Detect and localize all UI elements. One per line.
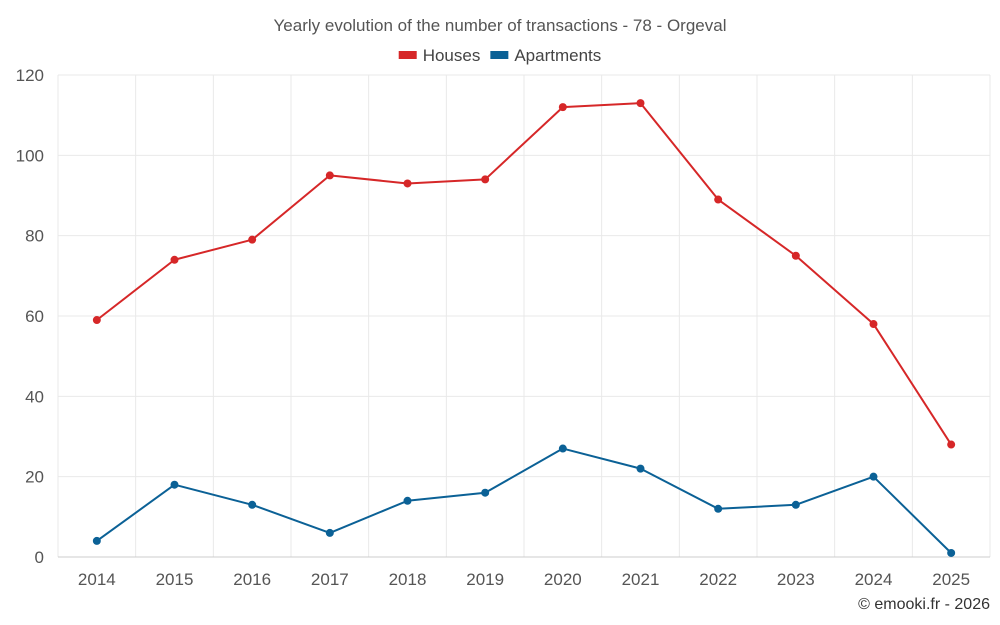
series-layer	[92, 99, 956, 557]
x-tick-label: 2016	[233, 570, 271, 589]
x-tick-label: 2022	[699, 570, 737, 589]
chart-title: Yearly evolution of the number of transa…	[274, 16, 727, 35]
data-point-apartments	[791, 500, 800, 509]
data-point-houses	[248, 235, 257, 244]
y-tick-label: 80	[25, 227, 44, 246]
x-tick-label: 2024	[855, 570, 893, 589]
x-tick-label: 2020	[544, 570, 582, 589]
y-tick-label: 120	[16, 66, 44, 85]
data-point-apartments	[248, 500, 257, 509]
data-point-apartments	[947, 548, 956, 557]
data-point-houses	[714, 195, 723, 204]
y-tick-label: 20	[25, 468, 44, 487]
data-point-apartments	[325, 528, 334, 537]
x-tick-label: 2018	[389, 570, 427, 589]
data-point-apartments	[558, 444, 567, 453]
data-point-houses	[558, 103, 567, 112]
legend-label-apartments: Apartments	[514, 46, 601, 65]
data-point-apartments	[481, 488, 490, 497]
y-tick-label: 40	[25, 387, 44, 406]
data-point-houses	[947, 440, 956, 449]
legend-item-apartments[interactable]: Apartments	[490, 46, 601, 65]
y-tick-label: 0	[35, 548, 44, 567]
data-point-houses	[403, 179, 412, 188]
data-point-houses	[869, 320, 878, 329]
legend-item-houses[interactable]: Houses	[398, 46, 481, 65]
series-line-houses	[96, 102, 953, 446]
x-tick-label: 2021	[622, 570, 660, 589]
legend-swatch-houses	[398, 51, 417, 59]
legend: Houses Apartments	[398, 46, 601, 65]
data-point-houses	[636, 99, 645, 108]
data-point-houses	[92, 316, 101, 325]
data-point-houses	[170, 255, 179, 264]
grid	[57, 74, 991, 558]
x-tick-label: 2017	[311, 570, 349, 589]
series-line-apartments	[96, 447, 952, 554]
credit-text: © emooki.fr - 2026	[858, 596, 990, 613]
data-point-apartments	[92, 536, 101, 545]
x-tick-label: 2015	[156, 570, 194, 589]
y-tick-label: 100	[16, 146, 44, 165]
x-tick-label: 2014	[78, 570, 116, 589]
x-tick-label: 2019	[466, 570, 504, 589]
data-point-apartments	[403, 496, 412, 505]
data-point-houses	[791, 251, 800, 260]
legend-label-houses: Houses	[423, 46, 481, 65]
data-point-apartments	[170, 480, 179, 489]
legend-swatch-apartments	[490, 51, 509, 59]
y-tick-label: 60	[25, 307, 44, 326]
data-point-houses	[481, 175, 490, 184]
x-tick-label: 2023	[777, 570, 815, 589]
data-point-apartments	[714, 504, 723, 513]
data-point-apartments	[869, 472, 878, 481]
data-point-apartments	[636, 464, 645, 473]
data-point-houses	[325, 171, 334, 180]
axes: 0 20 40 60 80 100 120 2014 2015 2016 2017 2018 2019 2…	[16, 66, 990, 589]
x-tick-label: 2025	[932, 570, 970, 589]
